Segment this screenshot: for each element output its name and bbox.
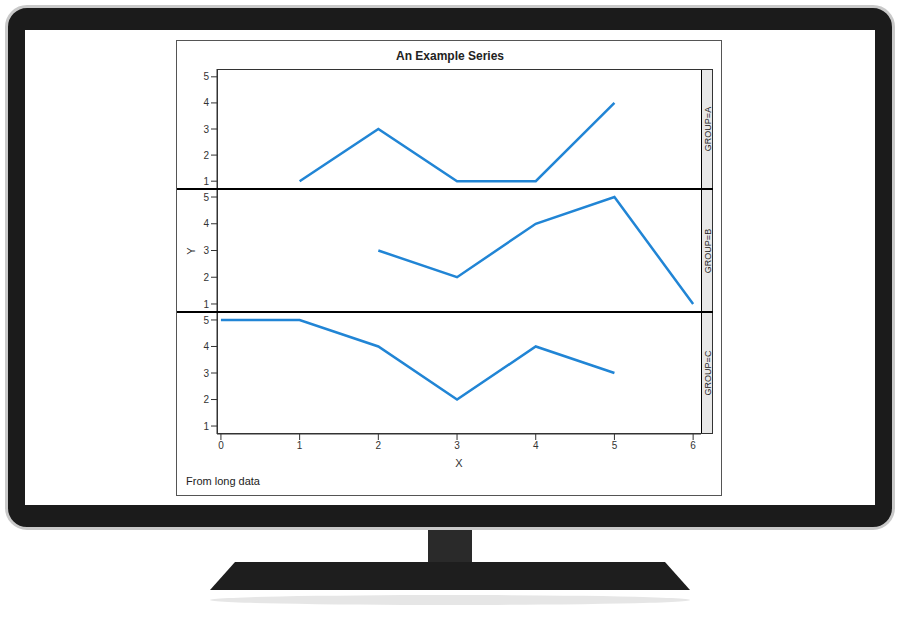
svg-text:2: 2 xyxy=(203,272,209,283)
html-text:GROUP=C: GROUP=C xyxy=(703,350,713,396)
html-text:GROUP=B: GROUP=B xyxy=(703,228,713,273)
svg-text:0: 0 xyxy=(218,440,224,451)
html-text:GROUP=A: GROUP=A xyxy=(703,106,713,152)
svg-text:4: 4 xyxy=(203,97,209,108)
svg-text:5: 5 xyxy=(612,440,618,451)
svg-text:1: 1 xyxy=(297,440,303,451)
svg-text:5: 5 xyxy=(203,192,209,203)
svg-text:3: 3 xyxy=(203,124,209,135)
svg-text:4: 4 xyxy=(533,440,539,451)
svg-text:5: 5 xyxy=(203,71,209,82)
svg-text:5: 5 xyxy=(203,315,209,326)
svg-text:3: 3 xyxy=(203,245,209,256)
svg-text:1: 1 xyxy=(203,176,209,187)
svg-text:1: 1 xyxy=(203,421,209,432)
svg-text:1: 1 xyxy=(203,299,209,310)
svg-text:4: 4 xyxy=(203,341,209,352)
svg-text:2: 2 xyxy=(376,440,382,451)
svg-text:3: 3 xyxy=(454,440,460,451)
html-text:Y: Y xyxy=(185,247,197,255)
svg-text:2: 2 xyxy=(203,394,209,405)
svg-text:4: 4 xyxy=(203,218,209,229)
svg-text:2: 2 xyxy=(203,150,209,161)
svg-text:3: 3 xyxy=(203,368,209,379)
html-text:An Example Series: An Example Series xyxy=(396,49,504,63)
html-text:X: X xyxy=(455,457,463,469)
svg-text:6: 6 xyxy=(690,440,696,451)
html-text:From long data: From long data xyxy=(186,475,260,487)
